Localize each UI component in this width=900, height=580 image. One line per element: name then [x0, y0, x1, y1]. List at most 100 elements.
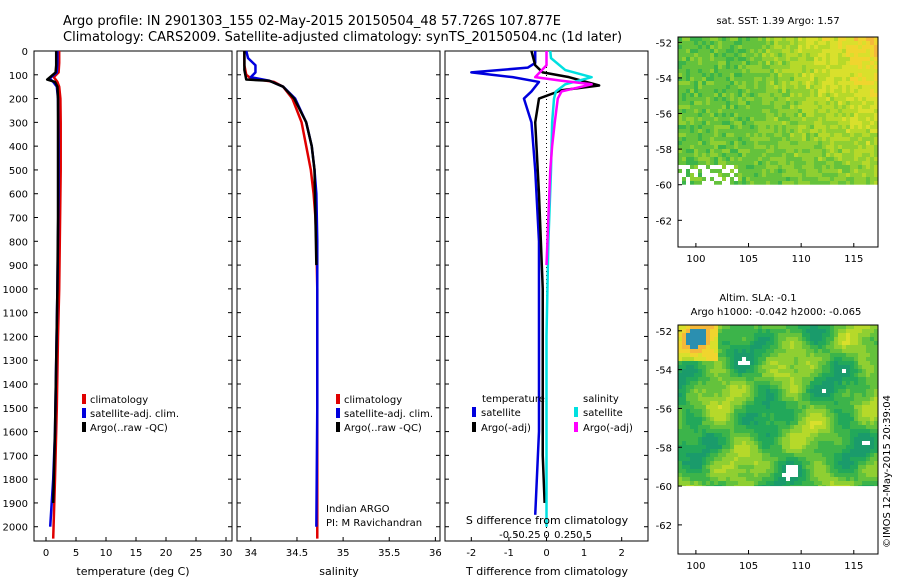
- heatmap-cell: [798, 77, 802, 81]
- heatmap-cell: [854, 73, 858, 77]
- heatmap-cell: [778, 337, 782, 341]
- heatmap-cell: [746, 157, 750, 161]
- heatmap-cell: [746, 369, 750, 373]
- heatmap-cell: [750, 393, 754, 397]
- heatmap-cell: [802, 417, 806, 421]
- heatmap-cell: [726, 61, 730, 65]
- heatmap-cell: [794, 345, 798, 349]
- heatmap-cell: [738, 153, 742, 157]
- heatmap-cell: [686, 113, 690, 117]
- heatmap-cell: [766, 401, 770, 405]
- heatmap-cell: [738, 469, 742, 473]
- heatmap-cell: [774, 369, 778, 373]
- heatmap-cell: [678, 97, 682, 101]
- heatmap-cell: [678, 393, 682, 397]
- heatmap-cell: [746, 73, 750, 77]
- heatmap-cell: [802, 173, 806, 177]
- heatmap-cell: [866, 333, 870, 337]
- heatmap-cell: [862, 85, 866, 89]
- heatmap-cell: [802, 481, 806, 485]
- heatmap-cell: [706, 89, 710, 93]
- heatmap-cell: [710, 361, 714, 365]
- heatmap-cell: [702, 161, 706, 165]
- heatmap-cell: [822, 469, 826, 473]
- heatmap-cell: [798, 441, 802, 445]
- heatmap-cell: [806, 485, 810, 487]
- heatmap-cell: [858, 465, 862, 469]
- heatmap-cell: [874, 61, 878, 65]
- heatmap-cell: [770, 57, 774, 61]
- heatmap-cell: [770, 173, 774, 177]
- heatmap-cell: [818, 433, 822, 437]
- heatmap-cell: [830, 409, 834, 413]
- heatmap-cell: [802, 105, 806, 109]
- heatmap-cell: [722, 117, 726, 121]
- heatmap-cell: [770, 49, 774, 53]
- heatmap-cell: [738, 89, 742, 93]
- heatmap-cell: [798, 141, 802, 145]
- heatmap-cell: [802, 409, 806, 413]
- heatmap-cell: [714, 117, 718, 121]
- heatmap-cell: [790, 41, 794, 45]
- heatmap-cell: [790, 445, 794, 449]
- heatmap-cell: [742, 389, 746, 393]
- heatmap-cell: [678, 473, 682, 477]
- heatmap-cell: [870, 129, 874, 133]
- heatmap-cell: [678, 381, 682, 385]
- heatmap-cell: [830, 373, 834, 377]
- heatmap-cell: [802, 365, 806, 369]
- heatmap-cell: [746, 441, 750, 445]
- heatmap-cell: [714, 461, 718, 465]
- heatmap-cell: [826, 97, 830, 101]
- heatmap-cell: [746, 389, 750, 393]
- heatmap-cell: [842, 357, 846, 361]
- heatmap-cell: [826, 333, 830, 337]
- heatmap-cell: [834, 353, 838, 357]
- heatmap-cell: [782, 457, 786, 461]
- heatmap-cell: [682, 101, 686, 105]
- heatmap-cell: [870, 485, 874, 487]
- map-ytick-label: -56: [656, 110, 672, 121]
- heatmap-cell: [814, 333, 818, 337]
- heatmap-cell: [758, 117, 762, 121]
- heatmap-cell: [730, 45, 734, 49]
- heatmap-cell: [838, 101, 842, 105]
- heatmap-cell: [694, 465, 698, 469]
- heatmap-cell: [810, 173, 814, 177]
- heatmap-cell: [854, 161, 858, 165]
- heatmap-cell: [702, 377, 706, 381]
- heatmap-cell: [846, 457, 850, 461]
- heatmap-cell: [850, 405, 854, 409]
- heatmap-cell: [798, 449, 802, 453]
- heatmap-cell: [826, 477, 830, 481]
- heatmap-cell: [794, 49, 798, 53]
- heatmap-cell: [694, 361, 698, 365]
- heatmap-cell: [870, 441, 874, 445]
- heatmap-cell: [690, 109, 694, 113]
- heatmap-cell: [714, 381, 718, 385]
- heatmap-cell: [746, 89, 750, 93]
- heatmap-cell: [818, 329, 822, 333]
- heatmap-cell: [718, 105, 722, 109]
- heatmap-cell: [706, 353, 710, 357]
- heatmap-cell: [754, 101, 758, 105]
- heatmap-cell: [854, 37, 858, 41]
- heatmap-cell: [782, 49, 786, 53]
- heatmap-cell: [754, 401, 758, 405]
- heatmap-cell: [742, 437, 746, 441]
- heatmap-cell: [874, 85, 878, 89]
- heatmap-cell: [818, 69, 822, 73]
- heatmap-cell: [870, 381, 874, 385]
- heatmap-cell: [710, 105, 714, 109]
- heatmap-cell: [702, 173, 706, 177]
- temperature-legend: climatology satellite-adj. clim. Argo(..…: [82, 394, 179, 434]
- heatmap-cell: [858, 113, 862, 117]
- heatmap-cell: [706, 417, 710, 421]
- heatmap-cell: [798, 69, 802, 73]
- heatmap-cell: [714, 61, 718, 65]
- heatmap-cell: [858, 433, 862, 437]
- heatmap-cell: [726, 437, 730, 441]
- heatmap-cell: [830, 77, 834, 81]
- heatmap-cell: [726, 353, 730, 357]
